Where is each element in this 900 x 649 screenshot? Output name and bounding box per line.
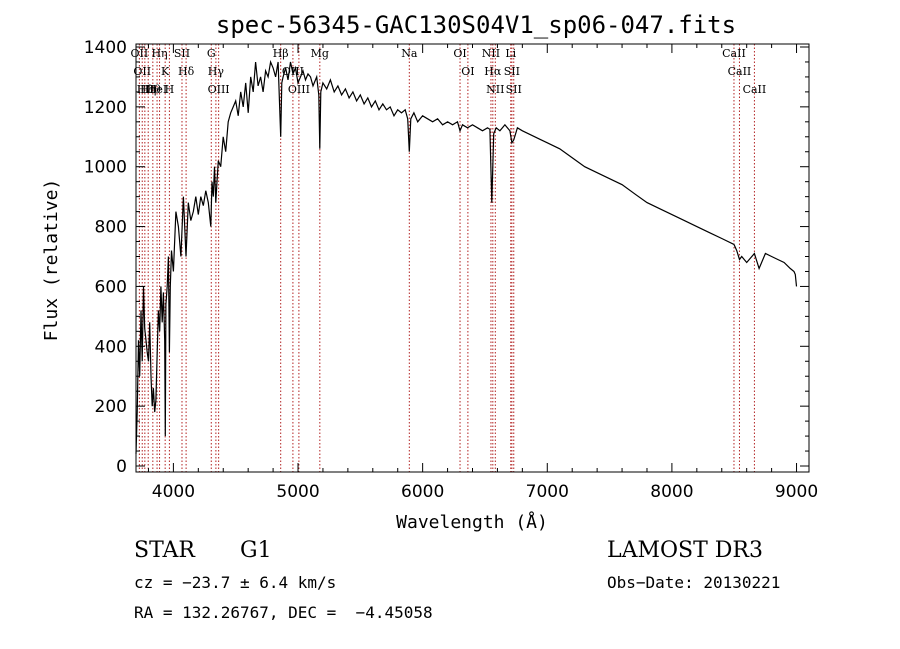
y-tick-label: 1000 — [84, 158, 127, 178]
observation-date: Obs−Date: 20130221 — [607, 573, 781, 592]
spectral-line-label: Hγ — [208, 65, 225, 78]
spectral-line-label: Hβ — [273, 47, 289, 60]
redshift-velocity: cz = −23.7 ± 6.4 km/s — [134, 573, 337, 592]
spectral-line-label: OIII — [208, 83, 230, 96]
chart-title: spec-56345-GAC130S04V1_sp06-047.fits — [216, 11, 736, 39]
spectral-line-label: OI — [461, 65, 474, 78]
spectral-line-label: CaII — [743, 83, 767, 96]
spectral-line-label: Hθ — [145, 83, 162, 96]
spectral-line-label: SII — [174, 47, 190, 60]
x-tick-label: 4000 — [152, 482, 195, 502]
spectral-line-label: Hα — [484, 65, 502, 78]
spectral-line-label: Hη — [151, 47, 167, 60]
spectral-line-label: CaII — [728, 65, 752, 78]
spectral-line-label: Li — [505, 47, 516, 60]
object-subclass: G1 — [240, 538, 272, 563]
y-tick-label: 1200 — [84, 98, 127, 118]
y-axis-label: Flux (relative) — [41, 179, 62, 342]
spectral-line-label: OI — [453, 47, 466, 60]
spectral-line-label: SII — [504, 65, 520, 78]
survey-name: LAMOST DR3 — [607, 538, 763, 563]
spectral-line-label: K — [161, 65, 170, 78]
spectral-line-label: H — [165, 83, 175, 96]
x-tick-label: 8000 — [650, 482, 693, 502]
ra-dec-coordinates: RA = 132.26767, DEC = −4.45058 — [134, 603, 433, 622]
spectral-line-label: NII — [482, 47, 500, 60]
spectral-line-label: NII — [486, 83, 504, 96]
y-tick-label: 1400 — [84, 38, 127, 58]
x-tick-label: 9000 — [775, 482, 818, 502]
spectral-line-label: OII — [131, 47, 149, 60]
x-tick-label: 5000 — [276, 482, 319, 502]
spectral-line-label: OIII — [288, 83, 310, 96]
spectral-line-label: Mg — [311, 47, 329, 60]
spectral-line-label: Na — [401, 47, 418, 60]
y-tick-label: 0 — [116, 457, 127, 477]
y-tick-label: 200 — [95, 397, 127, 417]
y-tick-label: 600 — [95, 277, 127, 297]
spectral-line-label: CaII — [722, 47, 746, 60]
spectral-line-label: Hδ — [178, 65, 195, 78]
spectral-line-label: Hη — [140, 83, 156, 96]
y-tick-label: 400 — [95, 337, 127, 357]
spectral-line-label: OII — [133, 65, 151, 78]
object-class: STAR — [134, 538, 195, 563]
spectral-line-label: SII — [506, 83, 522, 96]
x-axis-label: Wavelength (Å) — [396, 511, 548, 533]
spectral-line-label: Hθ — [137, 83, 154, 96]
spectral-line-label: HeI — [147, 83, 167, 96]
x-tick-label: 7000 — [526, 482, 569, 502]
x-tick-label: 6000 — [401, 482, 444, 502]
spectral-line-label: G — [207, 47, 216, 60]
spectrum-line — [135, 59, 798, 455]
y-tick-label: 800 — [95, 218, 127, 238]
